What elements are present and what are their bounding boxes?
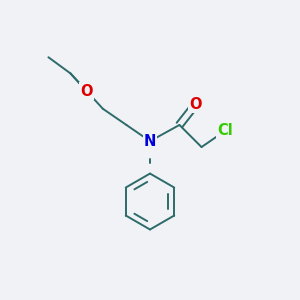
Text: N: N: [144, 134, 156, 149]
Text: Cl: Cl: [217, 123, 233, 138]
Text: O: O: [189, 97, 202, 112]
Text: O: O: [80, 84, 93, 99]
